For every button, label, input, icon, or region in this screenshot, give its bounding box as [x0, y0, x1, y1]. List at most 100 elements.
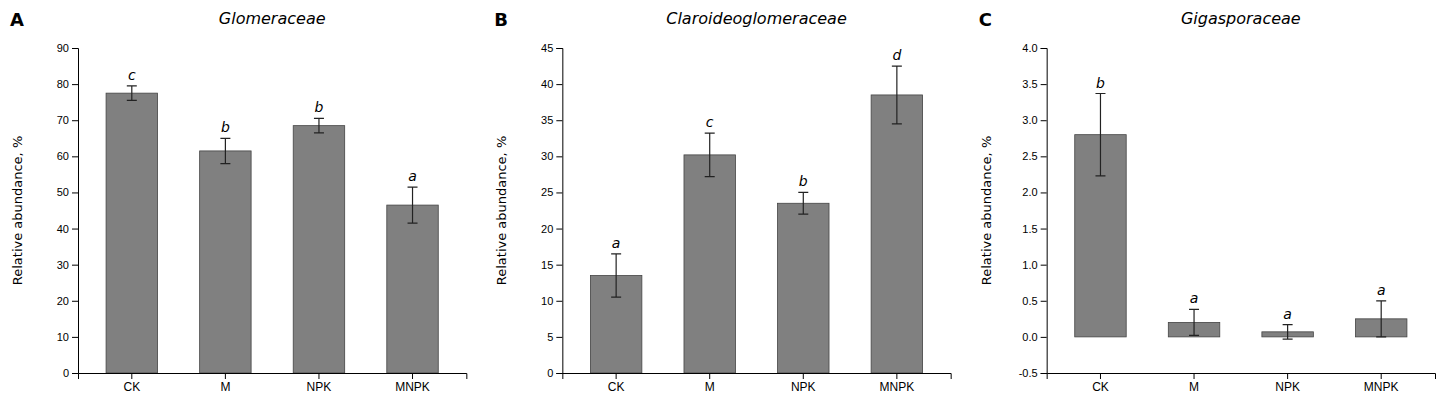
y-tick-label: 3.5 [1022, 78, 1037, 90]
y-tick: 25 [541, 186, 562, 198]
y-tick-label: 2.0 [1022, 186, 1037, 198]
significance-label: b [799, 173, 808, 189]
y-tick: 3.0 [1022, 114, 1046, 126]
y-tick: 90 [57, 42, 78, 54]
significance-label: a [408, 168, 417, 184]
y-tick: 20 [57, 295, 78, 307]
y-tick-label: 1.5 [1022, 223, 1037, 235]
y-tick-mark [72, 120, 78, 121]
y-tick: 10 [541, 295, 562, 307]
y-tick-mark [556, 301, 562, 302]
y-tick: 1.5 [1022, 223, 1046, 235]
y-tick-mark [556, 265, 562, 266]
panel-title: Claroideoglomeraceae [666, 9, 847, 28]
marks [590, 66, 922, 373]
x-tick-label: MNPK [395, 380, 430, 394]
x-tick-label: CK [123, 380, 140, 394]
y-tick-label: 5 [547, 331, 553, 343]
x-tick: M [1189, 373, 1199, 394]
panel-label: B [494, 9, 508, 30]
x-tick-label: CK [1092, 380, 1109, 394]
y-tick: 60 [57, 150, 78, 162]
panel: 0102030405060708090CKMNPKMNPKcbbaRelativ… [10, 9, 467, 394]
y-tick-mark [556, 373, 562, 374]
y-tick: 4.0 [1022, 42, 1046, 54]
error-bar [314, 118, 324, 132]
y-tick: 10 [57, 331, 78, 343]
y-tick-mark [72, 301, 78, 302]
x-tick-mark [803, 373, 804, 379]
y-tick: 2.5 [1022, 150, 1046, 162]
y-tick-mark [1041, 156, 1047, 157]
x-tick-label: NPK [1275, 380, 1300, 394]
y-tick-label: -0.5 [1019, 367, 1038, 379]
bar [684, 155, 735, 373]
y-tick-label: 50 [57, 186, 69, 198]
y-tick-mark [556, 156, 562, 157]
x-tick-label: CK [608, 380, 625, 394]
y-tick-label: 10 [57, 331, 69, 343]
panel-title: Glomeraceae [219, 9, 326, 28]
y-tick-label: 4.0 [1022, 42, 1037, 54]
y-tick-label: 0 [547, 367, 553, 379]
y-tick-label: 15 [541, 259, 553, 271]
x-tick-mark [1100, 373, 1101, 379]
x-tick: MNPK [880, 373, 915, 394]
y-tick: 70 [57, 114, 78, 126]
marks [1075, 94, 1407, 340]
y-tick-label: 3.0 [1022, 114, 1037, 126]
error-bar [705, 133, 715, 176]
y-tick-mark [1041, 265, 1047, 266]
y-tick-mark [72, 265, 78, 266]
y-axis-title: Relative abundance, % [10, 136, 25, 285]
y-tick-mark [72, 156, 78, 157]
error-bar [1095, 94, 1105, 176]
x-tick: CK [1092, 373, 1109, 394]
significance-label: a [1377, 282, 1386, 298]
significance-label: a [1283, 306, 1292, 322]
error-bar [408, 187, 418, 223]
x-axis: CKMNPKMNPK [1047, 373, 1435, 394]
y-axis-title: Relative abundance, % [979, 136, 994, 285]
x-tick-mark [1381, 373, 1382, 379]
y-tick-label: 0.0 [1022, 331, 1037, 343]
y-tick-mark [72, 337, 78, 338]
y-tick-mark [556, 337, 562, 338]
error-bar [1376, 301, 1386, 337]
x-tick: NPK [791, 373, 816, 394]
error-bar [611, 254, 621, 297]
y-axis-line [72, 49, 79, 374]
y-tick-mark [556, 192, 562, 193]
error-bar [1189, 309, 1199, 335]
y-tick-label: 30 [541, 150, 553, 162]
y-axis: 0102030405060708090 [57, 42, 79, 379]
x-tick-label: M [705, 380, 715, 394]
bar [106, 93, 157, 373]
y-tick-mark [1041, 337, 1047, 338]
panel-label: C [979, 9, 992, 30]
y-tick-mark [72, 192, 78, 193]
y-tick: 50 [57, 186, 78, 198]
x-axis: CKMNPKMNPK [79, 373, 467, 394]
y-tick-mark [556, 84, 562, 85]
y-tick-label: 0 [63, 367, 69, 379]
y-tick-label: 30 [57, 259, 69, 271]
panel: 051015202530354045CKMNPKMNPKacbdRelative… [494, 9, 951, 394]
x-tick-mark [412, 373, 413, 379]
x-tick: MNPK [395, 373, 430, 394]
y-tick: 80 [57, 78, 78, 90]
y-tick-label: 70 [57, 114, 69, 126]
annotations: baaa [1096, 75, 1385, 322]
y-tick-mark [72, 229, 78, 230]
y-tick-label: 40 [541, 78, 553, 90]
y-axis-line [556, 49, 563, 374]
y-tick-label: 20 [57, 295, 69, 307]
y-tick-mark [72, 48, 78, 49]
error-bar [220, 138, 230, 163]
y-tick: 30 [541, 150, 562, 162]
error-bar [1283, 325, 1293, 339]
y-tick-label: 45 [541, 42, 553, 54]
significance-label: b [221, 119, 230, 135]
plot-area: -0.50.00.51.01.52.02.53.03.54.0CKMNPKMNP… [1019, 42, 1436, 394]
annotations: acbd [612, 47, 902, 251]
